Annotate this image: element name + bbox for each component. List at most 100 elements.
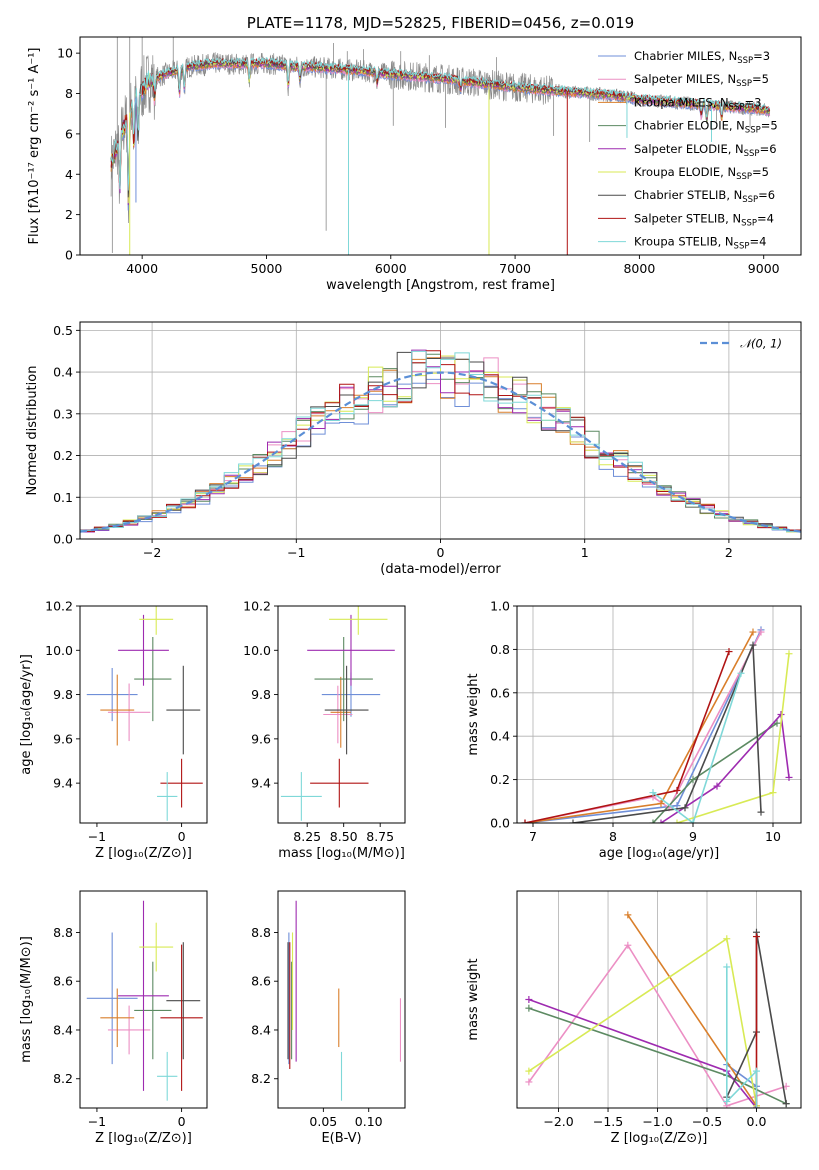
- mass-weight-marker-salpeter-elodie: [657, 819, 665, 823]
- mass-weight-marker-salpeter-stelib: [521, 819, 529, 823]
- mass-weight-marker-chabrier-stelib: [749, 641, 757, 649]
- y-tick-label: 10.0: [243, 643, 271, 658]
- mass-weight-marker-kroupa-stelib: [752, 1104, 760, 1108]
- y-tick-label: 0.4: [53, 365, 73, 380]
- x-axis-label: Z [log₁₀(Z/Z⊙)]: [95, 846, 192, 861]
- mass-weight-line-kroupa-miles: [627, 914, 758, 1107]
- x-tick-label: 6000: [375, 261, 407, 276]
- mass-weight-marker-kroupa-stelib: [737, 669, 745, 677]
- mass-weight-marker-kroupa-stelib: [723, 1097, 731, 1105]
- mass-weight-marker-kroupa-elodie: [525, 1067, 533, 1075]
- axes-frame: [79, 605, 208, 824]
- plot-area: [280, 606, 395, 821]
- x-tick-label: 10: [765, 829, 781, 844]
- y-axis-label: mass weight: [466, 958, 481, 1040]
- y-tick-label: 0.8: [490, 642, 510, 657]
- mass-weight-marker-chabrier-elodie: [525, 1004, 533, 1012]
- y-tick-label: 6: [65, 126, 73, 141]
- plot-area: [80, 349, 801, 533]
- mass-weight-marker-kroupa-stelib: [752, 1067, 760, 1075]
- mass-weight-marker-salpeter-miles: [757, 628, 765, 636]
- y-tick-label: 8.6: [251, 974, 271, 989]
- plot-area: [521, 626, 793, 823]
- mass-weight-marker-chabrier-elodie: [649, 819, 657, 823]
- x-tick-label: 7000: [499, 261, 531, 276]
- plot-area: [110, 37, 771, 255]
- histogram-kroupa-stelib: [80, 350, 801, 533]
- mass-weight-marker-kroupa-stelib: [723, 963, 731, 971]
- axes-frame: [79, 36, 802, 256]
- x-tick-label: −2: [143, 545, 161, 560]
- mass-weight-marker-chabrier-elodie: [689, 776, 697, 784]
- mass-weight-line-chabrier-stelib: [572, 644, 762, 823]
- y-tick-label: 0.4: [490, 729, 510, 744]
- plot-area: [525, 911, 790, 1108]
- panel-residuals: −2 −1 0 1 2 0.0 0.1 0.2 0.3 0.4 0.5 (data-model)/er…: [25, 321, 802, 577]
- panel-spectrum: 4000 5000 6000 7000 8000 9000 0 2 4 6 8 10 wavelengt…: [27, 14, 802, 293]
- panel-mass-vs-Z: −1 0 8.2 8.4 8.6 8.8 Z [log₁₀(Z/Z⊙)] mass [log₁…: [19, 890, 208, 1146]
- model-line-kroupa-stelib: [110, 56, 770, 191]
- y-axis-label: age [log₁₀(age/yr)]: [19, 654, 34, 775]
- x-axis-label: age [log₁₀(age/yr)]: [599, 846, 720, 861]
- mass-weight-marker-chabrier-stelib: [569, 819, 577, 823]
- panel-mass-vs-ebv: 0.05 0.10 8.2 8.4 8.6 8.8 E(B-V): [251, 890, 406, 1146]
- x-axis-label: mass [log₁₀(M/M⊙)]: [278, 846, 405, 861]
- plot-area: [86, 606, 203, 821]
- axes-frame: [79, 321, 802, 540]
- mass-weight-marker-kroupa-elodie: [723, 935, 731, 943]
- y-tick-label: 0.2: [53, 448, 73, 463]
- y-axis-label: mass [log₁₀(M/M⊙)]: [19, 936, 34, 1063]
- mass-weight-marker-kroupa-stelib: [649, 789, 657, 797]
- y-tick-label: 8.2: [53, 1071, 73, 1086]
- mass-weight-line-salpeter-stelib: [524, 651, 730, 823]
- x-axis-label: (data-model)/error: [380, 562, 501, 577]
- y-tick-label: 8: [65, 86, 73, 101]
- mass-weight-marker-salpeter-stelib: [752, 933, 760, 941]
- x-axis-label: Z [log₁₀(Z/Z⊙)]: [611, 1131, 708, 1146]
- y-tick-label: 10.2: [45, 599, 73, 614]
- mass-weight-marker-chabrier-elodie: [773, 719, 781, 727]
- mass-weight-marker-chabrier-stelib: [782, 1100, 790, 1108]
- y-tick-label: 8.4: [53, 1022, 73, 1037]
- mass-weight-line-kroupa-stelib: [652, 673, 742, 823]
- y-tick-label: 2: [65, 207, 73, 222]
- x-tick-label: 0: [437, 545, 445, 560]
- x-tick-label: 0.0: [747, 1114, 767, 1129]
- mass-weight-marker-kroupa-miles: [749, 628, 757, 636]
- y-tick-label: 0.6: [490, 685, 510, 700]
- axes-frame: [516, 605, 802, 824]
- x-tick-label: 0.05: [309, 1114, 337, 1129]
- mass-weight-marker-kroupa-miles: [624, 911, 632, 919]
- y-tick-label: 0.1: [53, 490, 73, 505]
- plot-area: [287, 900, 402, 1101]
- x-tick-label: 5000: [251, 261, 283, 276]
- legend-label-kroupa-miles: Kroupa MILES, NSSP=3: [634, 95, 761, 112]
- y-tick-label: 8.2: [251, 1071, 271, 1086]
- histogram-salpeter-stelib: [80, 350, 801, 532]
- legend-label-chabrier-elodie: Chabrier ELODIE, NSSP=5: [634, 119, 778, 136]
- y-tick-label: 0.0: [53, 532, 73, 547]
- y-tick-label: 0: [65, 248, 73, 263]
- x-tick-label: −0.5: [692, 1114, 722, 1129]
- x-tick-label: −1.0: [642, 1114, 672, 1129]
- mass-weight-marker-salpeter-miles: [525, 1078, 533, 1086]
- x-tick-label: 0: [178, 829, 186, 844]
- legend-label-chabrier-stelib: Chabrier STELIB, NSSP=6: [634, 188, 775, 205]
- panel-age-vs-mass: 8.25 8.50 8.75 9.4 9.6 9.8 10.0 10.2 mass [log₁₀…: [243, 599, 406, 861]
- mass-weight-line-kroupa-elodie: [528, 937, 758, 1106]
- y-axis-label: Normed distribution: [25, 366, 40, 496]
- legend-label-salpeter-miles: Salpeter MILES, NSSP=5: [634, 72, 769, 89]
- panel-age-vs-Z: −1 0 9.4 9.6 9.8 10.0 10.2 Z [log₁₀(Z/Z⊙)] age […: [19, 599, 208, 861]
- mass-weight-marker-salpeter-elodie: [525, 996, 533, 1003]
- mass-weight-marker-salpeter-elodie: [713, 782, 721, 790]
- mass-weight-marker-kroupa-miles: [657, 799, 665, 807]
- mass-weight-line-kroupa-stelib: [725, 967, 758, 1108]
- legend-label-chabrier-miles: Chabrier MILES, NSSP=3: [634, 49, 770, 66]
- y-tick-label: 8.8: [251, 925, 271, 940]
- axes-frame: [79, 890, 208, 1109]
- x-axis-label: wavelength [Angstrom, rest frame]: [326, 278, 555, 293]
- mass-weight-marker-chabrier-miles: [673, 802, 681, 810]
- x-tick-label: 8.25: [293, 829, 321, 844]
- mass-weight-line-salpeter-elodie: [660, 712, 790, 823]
